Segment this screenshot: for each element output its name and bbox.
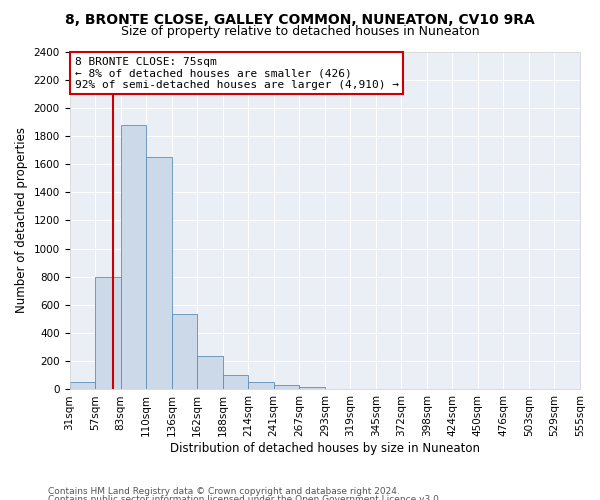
Bar <box>248 382 274 390</box>
Bar <box>95 277 121 390</box>
Y-axis label: Number of detached properties: Number of detached properties <box>15 128 28 314</box>
Bar <box>70 382 95 390</box>
Bar <box>223 374 248 390</box>
Bar <box>146 157 172 390</box>
Bar <box>197 356 223 390</box>
Text: Size of property relative to detached houses in Nuneaton: Size of property relative to detached ho… <box>121 25 479 38</box>
Text: 8 BRONTE CLOSE: 75sqm
← 8% of detached houses are smaller (426)
92% of semi-deta: 8 BRONTE CLOSE: 75sqm ← 8% of detached h… <box>74 56 398 90</box>
Bar <box>121 124 146 390</box>
Bar <box>274 385 299 390</box>
Text: Contains HM Land Registry data © Crown copyright and database right 2024.: Contains HM Land Registry data © Crown c… <box>48 488 400 496</box>
X-axis label: Distribution of detached houses by size in Nuneaton: Distribution of detached houses by size … <box>170 442 480 455</box>
Bar <box>299 388 325 390</box>
Text: 8, BRONTE CLOSE, GALLEY COMMON, NUNEATON, CV10 9RA: 8, BRONTE CLOSE, GALLEY COMMON, NUNEATON… <box>65 12 535 26</box>
Text: Contains public sector information licensed under the Open Government Licence v3: Contains public sector information licen… <box>48 495 442 500</box>
Bar <box>172 314 197 390</box>
